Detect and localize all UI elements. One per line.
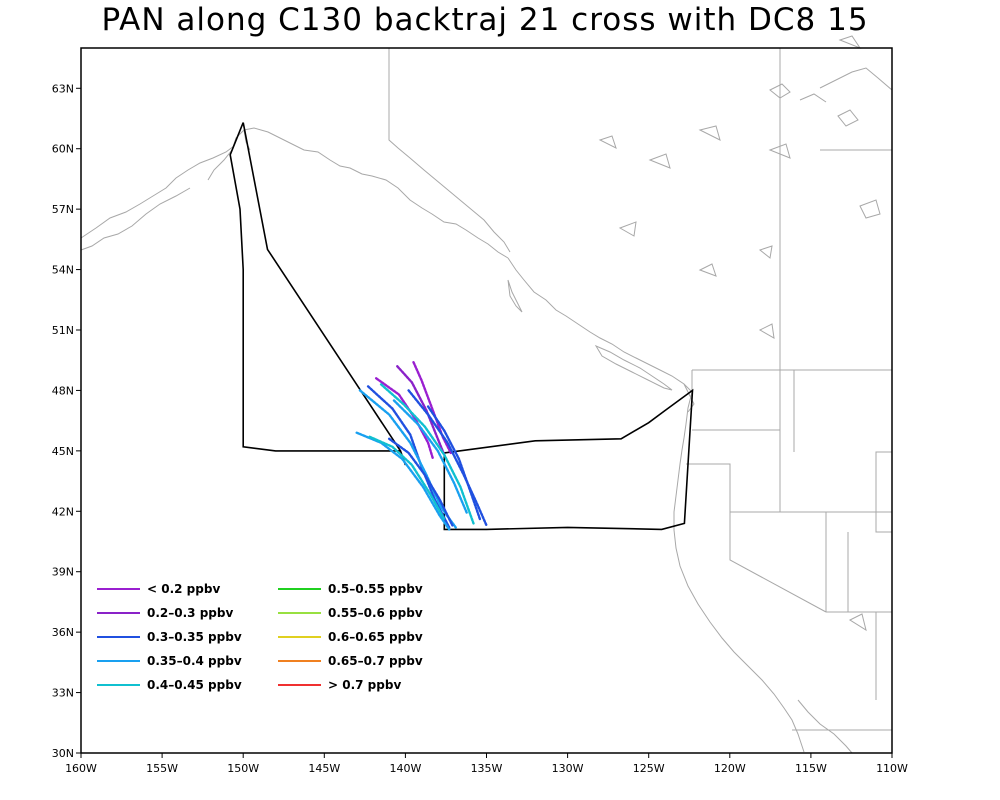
map-background: [81, 48, 892, 753]
alaska-peninsula-coast: [80, 187, 191, 251]
bc-coastline: [507, 257, 693, 393]
lon-tick-label: 135W: [471, 762, 503, 775]
dc8-flight-track: [443, 388, 694, 531]
trajectory-line: [368, 435, 446, 521]
longitude-axis: 160W 155W 150W 145W 140W 135W 130W 125W 120W 115W…: [65, 753, 908, 775]
flight-tracks: [229, 122, 694, 531]
legend-label: 0.3–0.35 ppbv: [147, 630, 242, 644]
trajectory-line: [358, 389, 457, 529]
lon-tick-label: 160W: [65, 762, 97, 775]
lon-tick-label: 120W: [714, 762, 746, 775]
alaska-canada-border: [388, 48, 511, 253]
map-title: PAN along C130 backtraj 21 cross with DC…: [101, 2, 869, 38]
back-trajectories: [355, 361, 488, 531]
legend-label: > 0.7 ppbv: [328, 678, 401, 692]
lat-tick-label: 30N: [52, 747, 74, 760]
hudson-bay-coast: [799, 67, 893, 103]
trajectory-line: [379, 383, 475, 525]
alaska-coastline: [80, 127, 509, 259]
trajectory-line: [366, 385, 451, 529]
trajectory-line: [412, 361, 452, 455]
legend-label: 0.6–0.65 ppbv: [328, 630, 423, 644]
lon-tick-label: 155W: [146, 762, 178, 775]
lat-tick-label: 48N: [52, 384, 74, 397]
lat-tick-label: 42N: [52, 505, 74, 518]
lon-tick-label: 130W: [552, 762, 584, 775]
legend-label: < 0.2 ppbv: [147, 582, 220, 596]
c130-flight-track: [229, 122, 407, 466]
trajectory-line: [388, 437, 454, 527]
canada-province-borders: [779, 48, 892, 370]
trajectory-line: [426, 405, 482, 521]
trajectory-line: [407, 389, 488, 527]
lon-tick-label: 145W: [308, 762, 340, 775]
trajectory-line: [392, 399, 469, 515]
lat-tick-label: 51N: [52, 324, 74, 337]
lat-tick-label: 39N: [52, 566, 74, 579]
lat-tick-label: 57N: [52, 203, 74, 216]
lat-tick-label: 45N: [52, 445, 74, 458]
trajectory-line: [375, 377, 435, 461]
legend-label: 0.5–0.55 ppbv: [328, 582, 423, 596]
legend-label: 0.35–0.4 ppbv: [147, 654, 242, 668]
lon-tick-label: 140W: [389, 762, 421, 775]
us-pacific-coast: [673, 391, 805, 753]
trajectory-line: [396, 365, 446, 457]
legend-label: 0.65–0.7 ppbv: [328, 654, 423, 668]
lon-tick-label: 115W: [795, 762, 827, 775]
legend-label: 0.4–0.45 ppbv: [147, 678, 242, 692]
legend: < 0.2 ppbv 0.2–0.3 ppbv 0.3–0.35 ppbv 0.35–…: [97, 582, 423, 692]
lon-tick-label: 110W: [876, 762, 908, 775]
lon-tick-label: 125W: [633, 762, 665, 775]
legend-label: 0.55–0.6 ppbv: [328, 606, 423, 620]
lat-tick-label: 54N: [52, 264, 74, 277]
latitude-axis: 63N 60N 57N 54N 51N 48N 45N 42N 39N 36N 33N 30N: [52, 82, 81, 760]
lon-tick-label: 150W: [227, 762, 259, 775]
lat-tick-label: 33N: [52, 687, 74, 700]
lakes: [618, 83, 881, 632]
legend-label: 0.2–0.3 ppbv: [147, 606, 233, 620]
lat-tick-label: 60N: [52, 143, 74, 156]
baja-gulf: [797, 699, 853, 754]
us-state-borders: [686, 370, 893, 731]
arctic-islands: [598, 35, 862, 169]
lat-tick-label: 63N: [52, 82, 74, 95]
haida-gwaii: [507, 279, 523, 313]
lat-tick-label: 36N: [52, 626, 74, 639]
vancouver-island: [594, 344, 673, 391]
